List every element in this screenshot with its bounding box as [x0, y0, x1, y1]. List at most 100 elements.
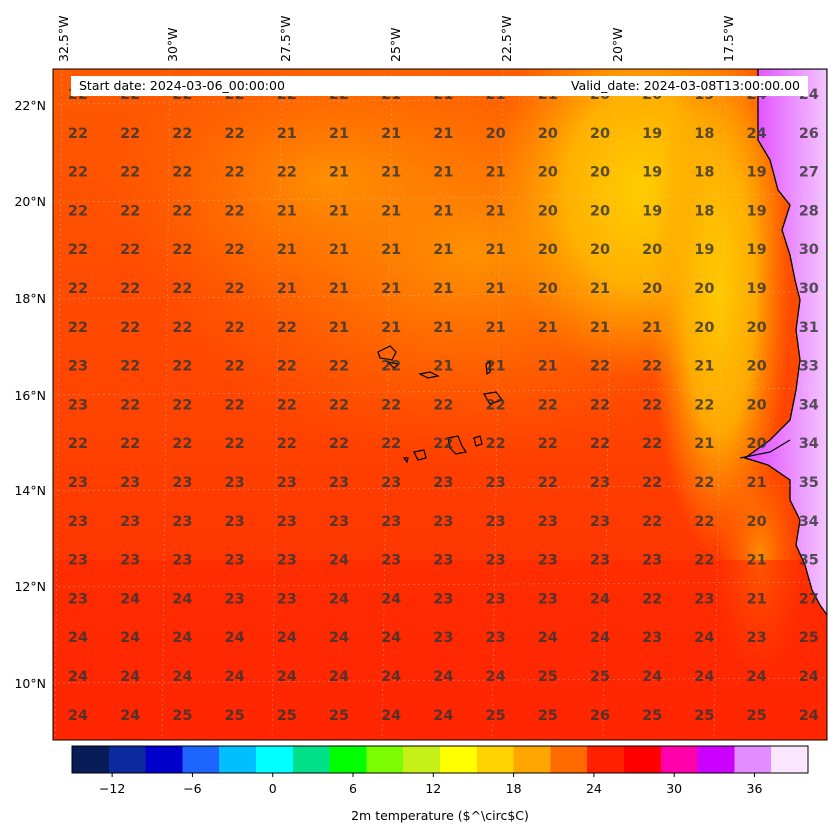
temperature-value: 23	[68, 514, 88, 530]
temperature-labels: 22 22 22 22 22 22 21 21 21 21 20 20 19 24 24 22 22 22 22 21…	[68, 87, 819, 724]
colorbar-tick-label: 36	[746, 781, 763, 796]
temperature-value: 19	[747, 165, 767, 181]
temperature-value: 22	[120, 359, 140, 375]
temperature-value: 22	[172, 126, 192, 142]
temperature-value: 25	[538, 669, 558, 685]
temperature-value: 22	[172, 203, 192, 219]
temperature-value: 25	[538, 708, 558, 724]
temperature-value: 21	[486, 165, 506, 181]
temperature-value: 24	[590, 591, 610, 607]
temperature-value: 33	[799, 359, 819, 375]
temperature-value: 22	[381, 359, 401, 375]
temperature-value: 24	[799, 708, 819, 724]
info-banner: Start date: 2024-03-06_00:00:00 Valid_da…	[71, 76, 808, 96]
temperature-value: 22	[538, 436, 558, 452]
temperature-value: 24	[172, 669, 192, 685]
temperature-value: 23	[68, 397, 88, 413]
temperature-value: 24	[120, 669, 140, 685]
temperature-value: 22	[225, 359, 245, 375]
temperature-value: 23	[172, 475, 192, 491]
temperature-value: 21	[381, 242, 401, 258]
temperature-value: 22	[433, 397, 453, 413]
temperature-value: 26	[590, 708, 610, 724]
temperature-value: 24	[120, 630, 140, 646]
temperature-value: 24	[68, 708, 88, 724]
longitude-label: 20°W	[610, 27, 625, 62]
temperature-value: 22	[642, 397, 662, 413]
temperature-value: 23	[590, 514, 610, 530]
temperature-value: 21	[486, 203, 506, 219]
temperature-value: 22	[329, 436, 349, 452]
temperature-value: 25	[694, 708, 714, 724]
temperature-value: 22	[68, 242, 88, 258]
temperature-value: 22	[277, 165, 297, 181]
temperature-value: 24	[381, 708, 401, 724]
temperature-value: 20	[642, 242, 662, 258]
temperature-value: 22	[68, 203, 88, 219]
temperature-value: 21	[381, 165, 401, 181]
temperature-value: 22	[329, 359, 349, 375]
temperature-value: 23	[538, 514, 558, 530]
temperature-value: 21	[433, 281, 453, 297]
temperature-value: 22	[538, 397, 558, 413]
temperature-value: 22	[172, 359, 192, 375]
temperature-value: 24	[172, 591, 192, 607]
temperature-value: 24	[590, 630, 610, 646]
temperature-value: 23	[538, 591, 558, 607]
temperature-value: 20	[642, 281, 662, 297]
temperature-value: 21	[277, 242, 297, 258]
temperature-value: 24	[642, 669, 662, 685]
temperature-value: 23	[277, 553, 297, 569]
temperature-value: 22	[120, 242, 140, 258]
temperature-value: 26	[799, 126, 819, 142]
temperature-value: 20	[538, 242, 558, 258]
temperature-value: 35	[799, 553, 819, 569]
temperature-value: 24	[225, 630, 245, 646]
temperature-value: 22	[120, 320, 140, 336]
temperature-value: 21	[433, 320, 453, 336]
temperature-value: 22	[120, 436, 140, 452]
temperature-value: 20	[486, 126, 506, 142]
temperature-value: 21	[486, 320, 506, 336]
temperature-value: 20	[747, 514, 767, 530]
temperature-value: 24	[538, 630, 558, 646]
temperature-value: 21	[381, 320, 401, 336]
temperature-value: 25	[329, 708, 349, 724]
temperature-value: 22	[120, 126, 140, 142]
temperature-value: 23	[120, 475, 140, 491]
temperature-value: 25	[642, 708, 662, 724]
temperature-value: 21	[694, 436, 714, 452]
temperature-value: 24	[329, 630, 349, 646]
temperature-value: 21	[747, 475, 767, 491]
temperature-value: 24	[68, 669, 88, 685]
temperature-value: 21	[538, 320, 558, 336]
temperature-value: 23	[642, 553, 662, 569]
temperature-value: 23	[120, 553, 140, 569]
colorbar	[71, 745, 809, 774]
temperature-value: 23	[172, 514, 192, 530]
temperature-value: 24	[433, 669, 453, 685]
temperature-value: 22	[120, 281, 140, 297]
temperature-value: 23	[486, 475, 506, 491]
temperature-value: 22	[381, 397, 401, 413]
temperature-value: 23	[642, 630, 662, 646]
temperature-value: 28	[799, 203, 819, 219]
temperature-value: 23	[486, 591, 506, 607]
temperature-value: 23	[329, 475, 349, 491]
temperature-value: 21	[381, 126, 401, 142]
latitude-label: 14°N	[14, 483, 46, 498]
temperature-value: 31	[799, 320, 819, 336]
colorbar-tick-label: 24	[585, 781, 602, 796]
temperature-value: 20	[538, 281, 558, 297]
temperature-value: 22	[120, 203, 140, 219]
temperature-value: 24	[329, 553, 349, 569]
temperature-value: 22	[172, 281, 192, 297]
temperature-value: 23	[486, 630, 506, 646]
temperature-value: 23	[433, 591, 453, 607]
temperature-value: 23	[68, 359, 88, 375]
african-landmass	[743, 69, 827, 617]
temperature-value: 23	[68, 475, 88, 491]
temperature-value: 23	[277, 475, 297, 491]
temperature-value: 22	[68, 436, 88, 452]
temperature-value: 23	[433, 553, 453, 569]
